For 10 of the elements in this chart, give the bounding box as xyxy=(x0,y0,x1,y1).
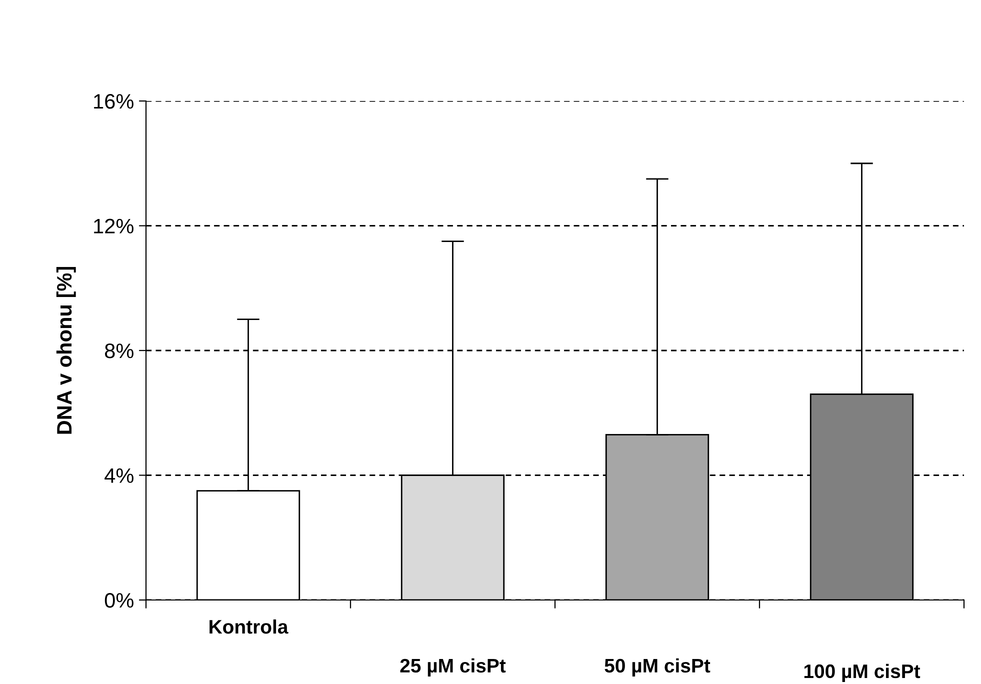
y-tick-label: 0% xyxy=(104,593,134,608)
y-tick-label: 16% xyxy=(94,94,134,109)
y-axis-title: DNA v ohonu [%] xyxy=(56,267,76,434)
x-tick-label: 100 µM cisPt xyxy=(804,664,920,682)
y-tick-label: 4% xyxy=(104,468,134,483)
y-tick-label: 8% xyxy=(104,344,134,358)
x-tick-label: 50 µM cisPt xyxy=(604,658,710,676)
y-tick-label: 12% xyxy=(94,218,134,234)
x-tick-label: 25 µM cisPt xyxy=(400,658,506,676)
x-tick-label: Kontrola xyxy=(210,619,288,634)
